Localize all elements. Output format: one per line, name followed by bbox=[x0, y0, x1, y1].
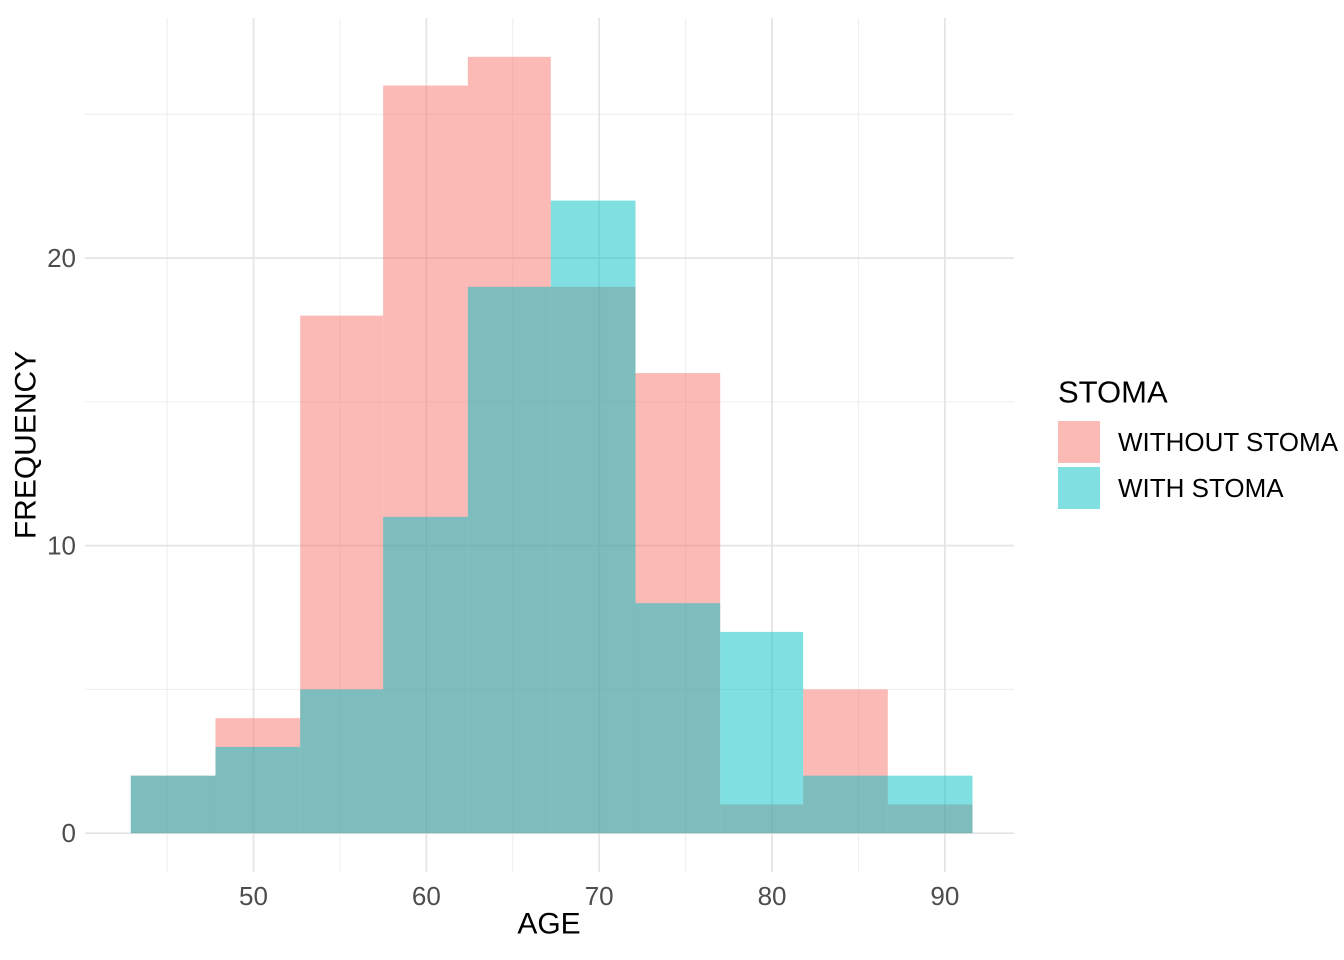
histogram-bar-with-stoma bbox=[550, 200, 636, 834]
legend: STOMA WITHOUT STOMA WITH STOMA bbox=[1058, 375, 1339, 509]
histogram-bar-with-stoma bbox=[130, 775, 216, 834]
y-tick-label: 10 bbox=[47, 531, 76, 561]
axis-tick-labels: 50 60 70 80 90 0 10 20 bbox=[47, 243, 959, 911]
histogram-bar-with-stoma bbox=[467, 286, 551, 834]
histogram-bar-with-stoma bbox=[635, 603, 721, 834]
histogram-bars bbox=[130, 56, 973, 834]
x-axis-title: AGE bbox=[517, 908, 580, 941]
y-tick-label: 0 bbox=[62, 818, 76, 848]
x-tick-label: 50 bbox=[239, 881, 268, 911]
y-axis-title: FREQUENCY bbox=[10, 351, 43, 539]
y-tick-label: 20 bbox=[47, 243, 76, 273]
histogram-bar-with-stoma bbox=[383, 516, 468, 834]
legend-key-with-stoma bbox=[1058, 467, 1100, 509]
histogram-bar-with-stoma bbox=[720, 631, 804, 834]
legend-label-with-stoma: WITH STOMA bbox=[1118, 473, 1284, 503]
histogram-bar-with-stoma bbox=[300, 689, 384, 834]
histogram-bar-with-stoma bbox=[215, 746, 301, 834]
histogram-bar-with-stoma bbox=[887, 775, 973, 834]
x-tick-label: 90 bbox=[930, 881, 959, 911]
legend-title: STOMA bbox=[1058, 375, 1168, 410]
x-tick-label: 80 bbox=[758, 881, 787, 911]
legend-label-without-stoma: WITHOUT STOMA bbox=[1118, 427, 1339, 457]
legend-key-without-stoma bbox=[1058, 421, 1100, 463]
histogram-bar-with-stoma bbox=[803, 775, 888, 834]
x-tick-label: 70 bbox=[585, 881, 614, 911]
x-tick-label: 60 bbox=[412, 881, 441, 911]
